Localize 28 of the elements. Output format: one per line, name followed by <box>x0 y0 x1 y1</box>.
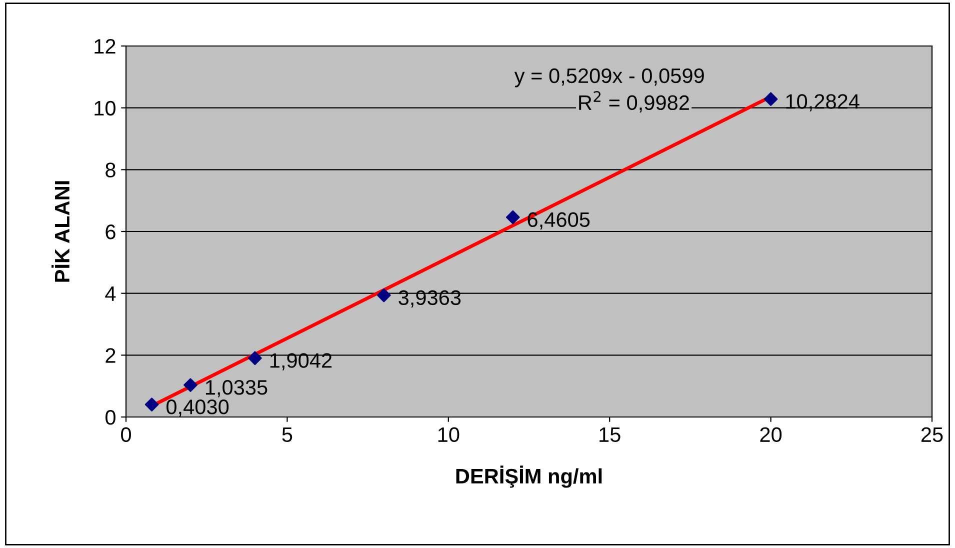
x-tick-label: 0 <box>121 427 131 442</box>
y-tick-label: 10 <box>94 100 116 116</box>
x-tick-label: 5 <box>282 427 292 442</box>
x-tick-label: 15 <box>600 427 620 442</box>
data-label: 0,4030 <box>166 400 229 417</box>
data-label: 1,9042 <box>270 353 332 370</box>
x-tick-label: 25 <box>921 427 943 442</box>
y-tick-label: 0 <box>106 410 116 425</box>
data-label: 1,0335 <box>206 380 268 398</box>
data-label: 3,9363 <box>398 290 461 308</box>
y-tick-label: 12 <box>94 39 116 54</box>
x-tick-label: 10 <box>438 427 460 442</box>
annotation: R$^{2}$ = 0,9982 <box>579 91 689 113</box>
y-tick-label: 6 <box>106 224 116 240</box>
y-tick-label: 4 <box>105 286 116 301</box>
point <box>764 92 778 106</box>
point <box>248 351 262 366</box>
annotation: y = 0,5209x - 0,0599 <box>514 68 704 88</box>
point <box>506 210 520 224</box>
point <box>144 398 159 412</box>
point <box>184 378 198 392</box>
data-label: 6,4605 <box>528 212 590 230</box>
y-axis-title: PİK ALANI <box>52 181 70 282</box>
x-tick-label: 20 <box>760 427 782 442</box>
y-tick-label: 2 <box>106 348 116 363</box>
y-tick-label: 8 <box>106 162 116 178</box>
point <box>377 288 391 302</box>
x-axis-title: DERİŞİM ng/ml <box>456 466 602 488</box>
